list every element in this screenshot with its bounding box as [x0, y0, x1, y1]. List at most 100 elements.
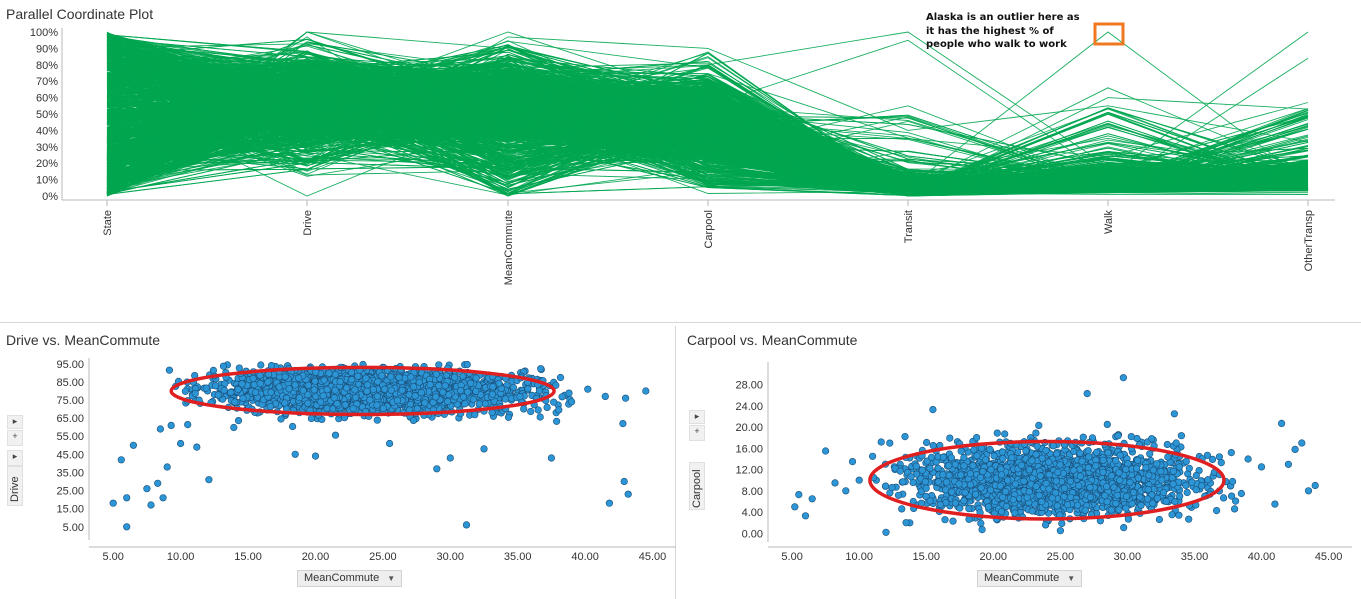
- carpool-x-tick-label: 30.00: [1114, 551, 1142, 563]
- carpool-x-tick-label: 10.00: [845, 551, 873, 563]
- drive-data-point: [331, 431, 340, 439]
- pcp-title: Parallel Coordinate Plot: [6, 6, 154, 22]
- carpool-y-tick-label: 0.00: [742, 528, 763, 540]
- drive-data-point: [323, 385, 331, 394]
- annotation-line-3: people who walk to work: [926, 39, 1067, 50]
- carpool-data-point: [946, 434, 954, 442]
- pcp-line: [106, 62, 1309, 193]
- drive-data-point: [159, 494, 167, 502]
- carpool-x-tick-label: 5.00: [781, 551, 802, 563]
- drive-data-point: [520, 405, 528, 413]
- drive-data-point: [556, 373, 565, 382]
- carpool-scatter-title: Carpool vs. MeanCommute: [687, 332, 858, 348]
- carpool-y-tick-label: 28.00: [735, 380, 763, 392]
- drive-data-point: [432, 370, 441, 378]
- drive-data-point: [411, 392, 419, 400]
- drive-data-point: [319, 392, 327, 400]
- drive-data-point: [299, 386, 307, 395]
- annotation-line-1: Alaska is an outlier here as: [926, 12, 1080, 23]
- drive-data-point: [410, 383, 418, 391]
- pcp-highlight-line: [106, 61, 1309, 189]
- carpool-x-tick-label: 35.00: [1181, 551, 1209, 563]
- pcp-line: [106, 38, 1309, 197]
- drive-data-point: [117, 456, 125, 464]
- drive-data-point: [362, 374, 370, 382]
- pcp-y-tick-label: 0%: [42, 191, 58, 203]
- drive-data-point: [480, 445, 488, 453]
- drive-data-point: [347, 368, 356, 377]
- carpool-data-point: [1177, 432, 1186, 440]
- drive-data-point: [433, 465, 441, 473]
- pcp-dimension-label: Carpool: [703, 210, 715, 249]
- drive-x-tick-label: 40.00: [571, 551, 599, 563]
- drive-data-point: [310, 386, 318, 394]
- drive-x-tick-label: 25.00: [369, 551, 397, 563]
- drive-axis-collapse-arrow[interactable]: ▸: [7, 450, 23, 466]
- chevron-down-icon: ▼: [387, 574, 396, 583]
- drive-data-point: [463, 360, 471, 369]
- drive-data-point: [509, 383, 518, 392]
- drive-data-point: [193, 443, 201, 451]
- parallel-coordinate-plot[interactable]: 100%90%80%70%60%50%40%30%20%10%0%State Dr…: [0, 0, 1361, 323]
- carpool-x-tick-label: 25.00: [1047, 551, 1075, 563]
- drive-data-point: [387, 373, 395, 381]
- drive-data-point: [129, 441, 137, 449]
- carpool-y-tick-label: 16.00: [735, 443, 763, 455]
- drive-data-point: [373, 392, 381, 400]
- drive-data-point: [393, 396, 402, 405]
- drive-data-point: [405, 391, 413, 399]
- pcp-highlight-line: [106, 105, 1309, 184]
- carpool-scatter-plot[interactable]: 28.0024.0020.0016.0012.008.004.000.005.0…: [679, 326, 1361, 599]
- drive-axis-add-button[interactable]: +: [7, 430, 23, 446]
- drive-data-point: [295, 374, 303, 382]
- pcp-dimension-label: MeanCommute: [503, 210, 515, 285]
- drive-data-point: [363, 387, 371, 395]
- drive-data-point: [351, 386, 359, 394]
- pcp-y-tick-label: 30%: [36, 142, 58, 154]
- carpool-y-tick-label: 4.00: [742, 507, 763, 519]
- drive-scatter-plot[interactable]: 95.0085.0075.0065.0055.0045.0035.0025.00…: [0, 326, 676, 599]
- drive-data-point: [374, 378, 382, 386]
- drive-data-point: [524, 385, 532, 393]
- carpool-points: [791, 374, 1319, 536]
- drive-data-point: [621, 394, 630, 402]
- drive-data-point: [373, 401, 381, 409]
- carpool-x-tick-label: 15.00: [912, 551, 940, 563]
- drive-data-point: [547, 454, 556, 462]
- drive-x-tick-label: 45.00: [639, 551, 667, 563]
- pcp-line: [106, 59, 1309, 188]
- drive-data-point: [235, 364, 243, 372]
- drive-y-tick-label: 5.00: [63, 522, 84, 534]
- drive-data-point: [205, 476, 213, 484]
- pcp-line: [106, 108, 1309, 195]
- drive-data-point: [181, 387, 189, 395]
- drive-data-point: [325, 369, 333, 377]
- pcp-highlight-line: [106, 59, 1309, 190]
- drive-scatter-panel: Drive vs. MeanCommute 95.00 85.00 75.00 65.…: [0, 326, 676, 599]
- pcp-y-tick-label: 90%: [36, 43, 58, 55]
- drive-data-point: [501, 395, 510, 403]
- drive-data-point: [567, 398, 576, 406]
- drive-data-point: [220, 386, 228, 394]
- carpool-data-point: [965, 505, 973, 513]
- drive-data-point: [165, 366, 173, 374]
- drive-data-point: [395, 373, 403, 382]
- pcp-highlight-line: [106, 36, 1309, 189]
- drive-ylabel-selector[interactable]: [7, 466, 23, 506]
- drive-y-tick-label: 95.00: [56, 359, 84, 371]
- carpool-data-point: [1058, 519, 1066, 528]
- drive-data-point: [123, 523, 131, 531]
- drive-data-point: [191, 389, 199, 398]
- drive-xaxis-selector[interactable]: MeanCommute ▼: [297, 570, 403, 587]
- pcp-highlight-line: [106, 56, 1309, 197]
- drive-data-point: [584, 385, 592, 393]
- drive-data-point: [281, 373, 289, 381]
- drive-x-tick-label: 15.00: [234, 551, 262, 563]
- pcp-y-tick-label: 50%: [36, 109, 58, 121]
- pcp-highlight-line: [106, 88, 1309, 194]
- drive-data-point: [275, 383, 283, 391]
- drive-data-point: [467, 379, 475, 387]
- drive-data-point: [354, 372, 362, 380]
- drive-axis-expand-arrow[interactable]: ▸: [7, 415, 23, 429]
- drive-data-point: [446, 454, 454, 462]
